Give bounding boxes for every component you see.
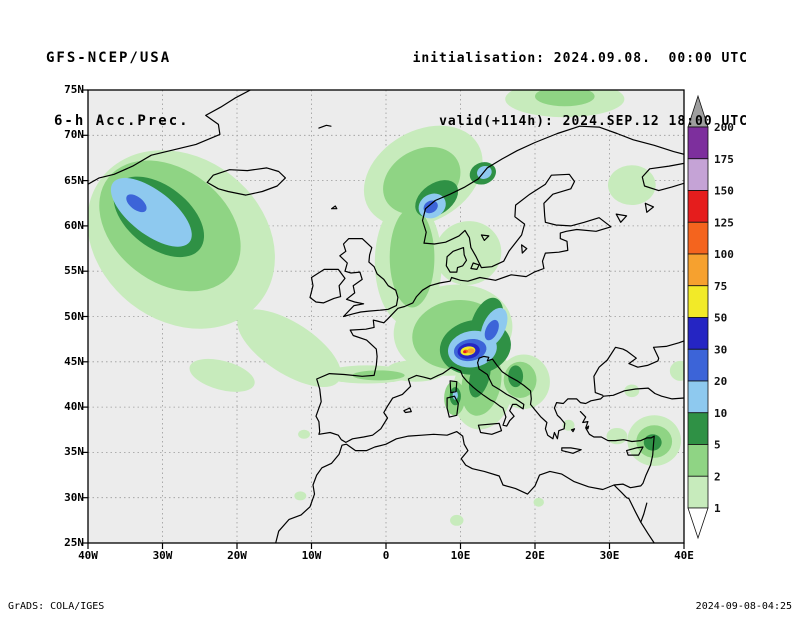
y-tick-label: 30N (64, 490, 84, 504)
x-tick-label: 20W (227, 549, 247, 562)
legend-value-label: 50 (714, 312, 727, 325)
legend-cell (687, 380, 709, 414)
coastlines (88, 90, 684, 543)
x-tick-label: 30E (599, 549, 620, 562)
model-title: GFS-NCEP/USA (46, 50, 172, 66)
product-title: 6-h Acc.Prec. (54, 113, 190, 129)
legend-value-label: 30 (714, 343, 727, 356)
title-block: GFS-NCEP/USA 6-h Acc.Prec. (46, 6, 190, 174)
legend-cell (687, 317, 709, 350)
x-tick-label: 0 (382, 549, 390, 562)
y-tick-label: 55N (64, 264, 84, 278)
legend-cell (687, 190, 709, 223)
legend-cell (687, 412, 709, 445)
y-tick-label: 40N (64, 400, 84, 414)
y-tick-label: 35N (64, 445, 84, 459)
y-tick-label: 45N (64, 354, 84, 368)
y-tick-label: 70N (64, 128, 84, 142)
legend-cell (687, 285, 709, 318)
y-tick-label: 25N (64, 536, 84, 549)
init-time: initialisation: 2024.09.08. 00:00 UTC (412, 51, 748, 66)
time-block: initialisation: 2024.09.08. 00:00 UTC va… (413, 6, 748, 174)
legend-value-label: 100 (714, 248, 734, 261)
legend-value-label: 75 (714, 280, 727, 293)
y-tick-label: 75N (64, 83, 84, 96)
valid-time: valid(+114h): 2024.SEP.12 18:00 UTC (439, 114, 748, 129)
legend-value-label: 150 (714, 185, 734, 198)
legend-value-label: 125 (714, 216, 734, 229)
legend-cell (687, 475, 709, 509)
y-tick-label: 60N (64, 218, 84, 232)
legend-value-label: 175 (714, 153, 734, 166)
legend-value-label: 2 (714, 470, 721, 483)
x-tick-label: 40E (674, 549, 694, 562)
y-tick-label: 50N (64, 309, 84, 323)
legend-value-label: 5 (714, 439, 721, 452)
legend-cell (687, 221, 709, 255)
x-tick-label: 40W (78, 549, 98, 562)
legend-value-label: 20 (714, 375, 727, 388)
grads-credit: GrADS: COLA/IGES (8, 601, 105, 612)
legend-value-label: 1 (714, 502, 721, 515)
x-tick-label: 30W (152, 549, 173, 562)
legend-value-label: 10 (714, 407, 727, 420)
x-tick-label: 10W (301, 549, 322, 562)
legend-value-label: 200 (714, 121, 734, 134)
y-tick-label: 65N (64, 173, 84, 187)
legend-cell (687, 348, 709, 382)
legend-cell (687, 444, 709, 477)
legend-cell (687, 253, 709, 287)
color-scale-legend: 200 175 150 125 100 75 50 30 20 10 5 2 1 (687, 94, 734, 540)
axis-ticks (82, 89, 685, 549)
legend-cap-bottom (687, 507, 709, 540)
x-tick-label: 10E (450, 549, 471, 562)
x-tick-label: 20E (525, 549, 545, 562)
creation-timestamp: 2024-09-08-04:25 (695, 601, 792, 612)
plot-frame (87, 89, 685, 544)
